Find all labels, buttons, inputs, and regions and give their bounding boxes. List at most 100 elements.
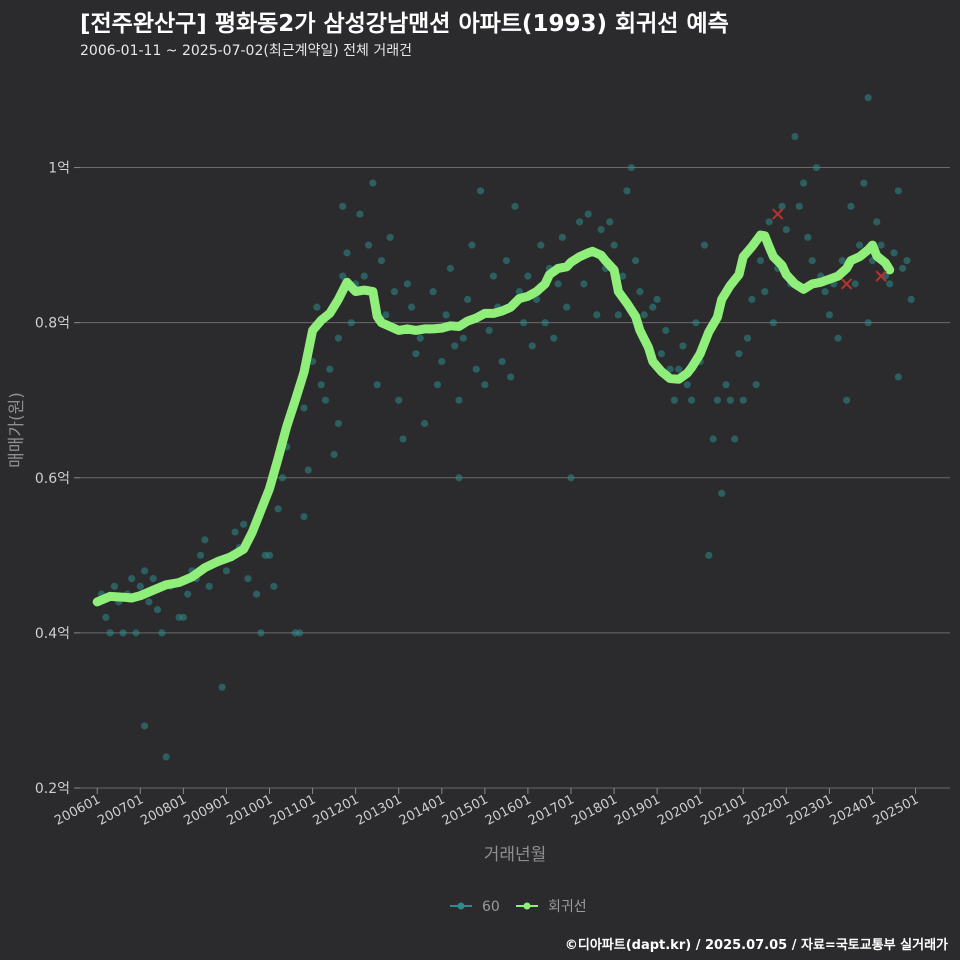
x-tick-label: 200801 (138, 792, 189, 829)
data-point (550, 334, 558, 342)
source-caption: ©디아파트(dapt.kr) / 2025.07.05 / 자료=국토교통부 실… (564, 938, 948, 953)
forecast-marks (772, 208, 887, 290)
data-point (563, 303, 571, 311)
x-tick-label: 201001 (225, 792, 276, 829)
data-point (339, 272, 347, 280)
data-point (834, 334, 842, 342)
data-point (524, 272, 532, 280)
data-point (472, 365, 480, 373)
page-subtitle: 2006-01-11 ~ 2025-07-02(최근계약일) 전체 거래건 (80, 43, 412, 59)
legend-swatch-dot (523, 902, 531, 910)
data-point (395, 396, 403, 404)
data-point (481, 381, 489, 389)
data-point (873, 218, 881, 226)
data-point (438, 357, 446, 366)
data-point (886, 280, 894, 288)
x-tick-label: 201101 (268, 792, 319, 829)
x-tick-label: 200601 (52, 792, 103, 829)
x-tick-label: 201401 (397, 792, 448, 829)
data-point (356, 210, 364, 218)
data-point (296, 629, 304, 637)
data-point (847, 202, 855, 210)
data-point (442, 311, 450, 319)
x-tick-label: 202501 (871, 792, 922, 829)
data-point (149, 575, 157, 583)
x-tick-label: 201701 (526, 792, 577, 829)
data-point (464, 295, 472, 303)
data-point (838, 257, 846, 265)
data-point (326, 365, 334, 373)
data-point (636, 288, 644, 296)
x-tick-label: 201501 (440, 792, 491, 829)
data-point (860, 179, 868, 187)
data-point (705, 551, 713, 559)
scatter-points (93, 94, 915, 761)
forecast-mark (840, 278, 853, 290)
data-point (313, 303, 321, 311)
data-point (317, 381, 325, 389)
data-point (446, 264, 454, 272)
data-point (507, 373, 515, 381)
data-point (640, 311, 648, 319)
data-point (851, 280, 859, 288)
data-point (257, 629, 265, 637)
forecast-mark (772, 208, 784, 220)
data-point (489, 272, 498, 280)
data-point (700, 241, 709, 249)
data-point (196, 551, 205, 559)
x-tick-label: 202301 (784, 792, 835, 829)
x-tick-label: 200701 (95, 792, 146, 829)
y-tick-label: 0.4억 (35, 626, 70, 642)
data-point (455, 474, 463, 482)
data-point (718, 489, 726, 497)
data-point (812, 163, 821, 172)
data-point (132, 629, 140, 637)
data-point (184, 590, 192, 598)
data-point (709, 435, 717, 443)
data-point (739, 396, 747, 404)
data-point (528, 342, 536, 350)
x-tick-label: 201801 (569, 792, 620, 829)
grid-lines (80, 167, 950, 789)
data-point (270, 582, 278, 590)
data-point (252, 590, 261, 598)
data-point (408, 303, 416, 311)
data-point (459, 334, 467, 342)
data-point (804, 233, 812, 241)
data-point (713, 396, 722, 404)
data-point (502, 257, 510, 265)
data-point (769, 319, 778, 327)
data-point (765, 218, 773, 226)
data-point (584, 210, 592, 218)
data-point (420, 419, 429, 428)
data-point (614, 311, 622, 319)
data-point (580, 280, 588, 288)
data-point (136, 582, 144, 590)
data-point (343, 249, 351, 257)
data-point (825, 311, 834, 319)
data-point (451, 342, 459, 350)
data-point (476, 187, 485, 195)
data-point (731, 435, 739, 443)
data-point (416, 334, 424, 342)
legend-label: 60 (482, 899, 500, 915)
data-point (412, 350, 420, 358)
data-point (894, 187, 902, 195)
data-point (778, 202, 786, 210)
data-point (347, 319, 355, 327)
data-point (890, 249, 898, 257)
data-point (498, 357, 506, 366)
data-point (649, 303, 657, 311)
data-point (606, 218, 614, 226)
data-point (334, 419, 343, 428)
data-point (808, 257, 816, 265)
data-point (231, 528, 239, 536)
legend-swatch-dot (457, 902, 465, 910)
x-axis: 2006012007012008012009012010012011012012… (52, 788, 921, 829)
data-point (558, 233, 566, 241)
x-tick-label: 202001 (655, 792, 706, 829)
data-point (102, 613, 110, 621)
data-point (162, 753, 170, 761)
x-tick-label: 202201 (741, 792, 792, 829)
forecast-mark (875, 270, 887, 282)
